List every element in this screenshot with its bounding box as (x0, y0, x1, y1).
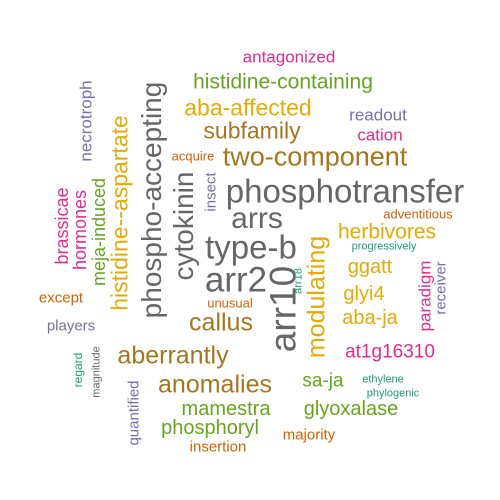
word-acquire: acquire (171, 148, 215, 164)
word-ggatt: ggatt (347, 256, 393, 278)
word-callus: callus (189, 308, 253, 337)
word-mamestra: mamestra (181, 398, 271, 420)
word-phosphotransfer: phosphotransfer (225, 172, 465, 210)
word-phospho-accepting: phospho-accepting (136, 81, 167, 319)
word-ethylene: ethylene (362, 373, 404, 386)
word-paradigm: paradigm (415, 260, 435, 332)
word-aba-ja: aba-ja (342, 307, 398, 329)
word-herbivores: herbivores (337, 220, 437, 244)
word-phosphoryl: phosphoryl (161, 417, 259, 439)
word-phylogenic: phylogenic (366, 387, 420, 400)
word-aba-affected: aba-affected (184, 94, 312, 121)
word-except: except (38, 289, 84, 307)
word-anomalies: anomalies (158, 370, 272, 399)
word-glyi4: glyi4 (343, 283, 385, 305)
word-majority: majority (282, 426, 336, 444)
word-aberrantly: aberrantly (117, 341, 229, 370)
word-arr2: arr2 (204, 260, 268, 300)
word-modulating: modulating (302, 235, 331, 359)
word-meja-induced: meja-induced (89, 177, 109, 287)
word-type-b: type-b (205, 228, 297, 266)
word-two-component: two-component (222, 141, 408, 172)
word-receiver: receiver (432, 261, 450, 315)
word-brassicae: brassicae (52, 187, 72, 265)
word-histidine-containing: histidine-containing (193, 70, 373, 94)
word-glyoxalase: glyoxalase (303, 398, 399, 420)
word-magnitude: magnitude (90, 346, 103, 398)
word-at1g16310: at1g16310 (345, 341, 435, 363)
word-arrs: arrs (231, 202, 283, 235)
word-sa-ja: sa-ja (302, 370, 344, 392)
word-insect: insect (202, 172, 220, 212)
word-cytokinin: cytokinin (168, 171, 199, 281)
word-unusual: unusual (207, 295, 253, 311)
word-hormones: hormones (70, 189, 90, 271)
word-readout: readout (349, 105, 407, 125)
word-cation: cation (357, 125, 403, 145)
word-regard: regard (71, 352, 85, 388)
word-insertion: insertion (189, 438, 247, 456)
word-players: players (46, 317, 96, 335)
word-histidine--aspartate: histidine--aspartate (106, 115, 133, 311)
word-progressively: progressively (351, 240, 417, 253)
word-antagonized: antagonized (242, 47, 336, 67)
word-adventitious: adventitious (383, 206, 453, 222)
word-quantified: quantified (125, 380, 143, 446)
word-subfamily: subfamily (203, 117, 301, 144)
word-necrotroph: necrotroph (76, 80, 96, 162)
